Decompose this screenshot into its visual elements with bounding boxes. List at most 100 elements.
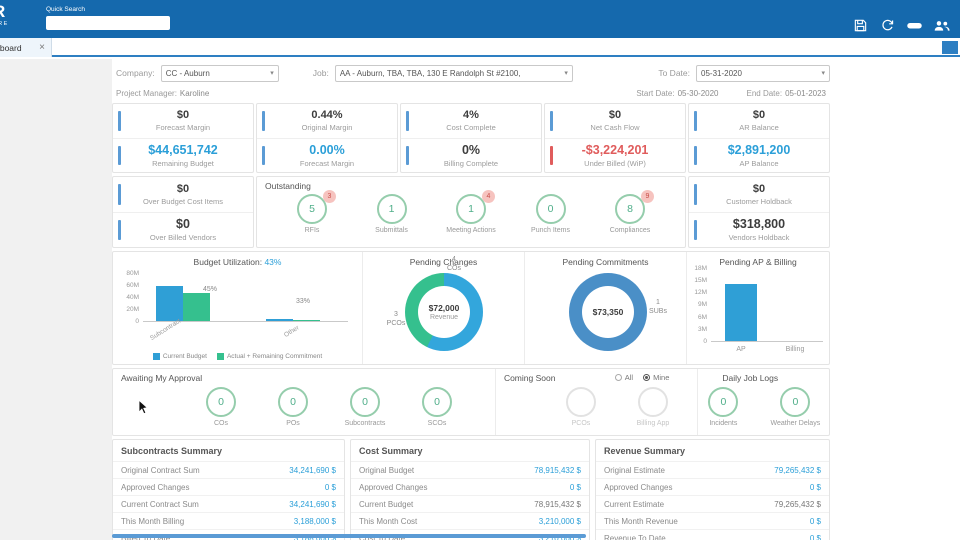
radio-mine[interactable]: Mine — [643, 373, 669, 382]
kpi-value: $44,651,742 — [148, 142, 218, 157]
kpi-metric: $0 AR Balance — [689, 104, 829, 138]
summary-row-value: 78,915,432 $ — [534, 499, 581, 509]
chevron-down-icon: ▾ — [821, 70, 825, 77]
y-tick-label: 0 — [703, 337, 707, 345]
job-label: Job: — [312, 68, 329, 78]
kpi-card-net-cash-flow: $0 Net Cash Flow -$3,224,201 Under Bille… — [544, 103, 686, 173]
stat-circle: 0 — [206, 387, 236, 417]
kpi-card-forecast-margin: $0 Forecast Margin $44,651,742 Remaining… — [112, 103, 254, 173]
stat-label: Compliances — [609, 227, 651, 234]
stat-circle: 5 — [297, 194, 327, 224]
kpi-metric: 0.44% Original Margin — [257, 104, 397, 138]
approvals-row: Awaiting My Approval 0 COs 0 POs 0 Subco… — [112, 368, 830, 436]
accent-bar-icon — [262, 111, 265, 131]
kpi-value: 0.00% — [309, 142, 345, 157]
close-icon[interactable]: × — [39, 42, 45, 53]
scope-radio-group: All Mine — [614, 373, 669, 382]
horizontal-scrollbar-thumb[interactable] — [112, 534, 586, 538]
app-logo: R ARE — [0, 3, 9, 28]
radio-all[interactable]: All — [614, 373, 634, 382]
legend-item: Actual + Remaining Commitment — [216, 353, 322, 360]
stat-subcontracts[interactable]: 0 Subcontracts — [337, 387, 393, 427]
stat-circle: 8 — [615, 194, 645, 224]
pending-changes-donut: $72,000 Revenue — [405, 273, 483, 351]
chart-legend: Current Budget Actual + Remaining Commitm… — [113, 353, 362, 360]
save-icon[interactable] — [852, 18, 869, 33]
daily-job-logs-section: Daily Job Logs 0 Incidents 0 Weather Del… — [697, 369, 829, 435]
over-budget-card: $0 Over Budget Cost Items $0 Over Billed… — [112, 176, 254, 248]
summary-row: Current Contract Sum 34,241,690 $ — [113, 495, 344, 512]
summary-row: This Month Cost 3,210,000 $ — [351, 512, 589, 529]
stat-label: Punch Items — [531, 227, 570, 234]
kpi-value: $0 — [176, 182, 190, 195]
outstanding-card: Outstanding 3 5 RFIs 1 Submittals 4 1 Me… — [256, 176, 686, 248]
logo-subtext: ARE — [0, 21, 9, 27]
stat-billing-app: Billing App — [628, 387, 678, 427]
stat-scos[interactable]: 0 SCOs — [409, 387, 465, 427]
stat-weather-delays[interactable]: 0 Weather Delays — [770, 387, 820, 427]
summary-row: Current Budget 78,915,432 $ — [351, 495, 589, 512]
quick-search-input[interactable] — [46, 16, 170, 30]
outstanding-stat-compliances[interactable]: 9 8 Compliances — [597, 190, 663, 234]
refresh-icon[interactable] — [879, 18, 896, 33]
outstanding-stat-punch-items[interactable]: 0 Punch Items — [518, 194, 584, 234]
stat-pcos: PCOs — [556, 387, 606, 427]
stat-incidents[interactable]: 0 Incidents — [698, 387, 748, 427]
coming-soon-section: Coming Soon All Mine PCOs Billing App — [494, 369, 697, 435]
y-tick-label: 3M — [697, 325, 707, 333]
stat-label: Meeting Actions — [446, 227, 496, 234]
pending-commitments-donut: $73,350 — [569, 273, 647, 351]
donut-segment-label: 4 COs — [447, 256, 461, 273]
donut-segment-label: 1 SUBs — [649, 299, 667, 316]
summary-row-label: Current Budget — [359, 499, 414, 509]
y-tick-label: 20M — [126, 306, 139, 313]
tab-dashboard[interactable]: Dashboard × — [0, 38, 52, 57]
radio-label: Mine — [653, 373, 670, 382]
summary-row-label: Current Estimate — [604, 499, 665, 509]
job-select[interactable]: AA - Auburn, TBA, TBA, 130 E Randolph St… — [334, 64, 573, 82]
section-title: Awaiting My Approval — [121, 373, 203, 383]
accent-bar-icon — [694, 111, 697, 131]
stat-label: RFIs — [304, 227, 320, 234]
to-date-select[interactable]: 05-31-2020 ▾ — [696, 64, 830, 82]
daily-stats: 0 Incidents 0 Weather Delays — [698, 387, 820, 427]
kpi-label: Forecast Margin — [299, 158, 355, 168]
donut-center-value: $72,000 — [428, 303, 460, 313]
users-icon[interactable] — [933, 18, 950, 33]
outstanding-stat-meeting-actions[interactable]: 4 1 Meeting Actions — [438, 190, 504, 234]
company-select[interactable]: CC - Auburn ▾ — [160, 64, 279, 82]
pending-commitments-panel: Pending Commitments $73,350 1 SUBs — [524, 252, 686, 364]
summary-card-subcontracts-summary: Subcontracts Summary Original Contract S… — [112, 439, 345, 540]
outstanding-title: Outstanding — [265, 181, 311, 191]
pill-toggle-icon[interactable] — [906, 18, 923, 33]
outstanding-stat-rfis[interactable]: 3 5 RFIs — [279, 190, 345, 234]
stat-cos[interactable]: 0 COs — [193, 387, 249, 427]
summary-row: Original Budget 78,915,432 $ — [351, 461, 589, 478]
secondary-kpi-row: $0 Over Budget Cost Items $0 Over Billed… — [112, 176, 830, 248]
stat-circle: 0 — [422, 387, 452, 417]
bar-actual-remaining-commitment — [183, 293, 210, 321]
radio-label: All — [624, 373, 634, 382]
logo-text: R — [0, 3, 9, 20]
section-title: Daily Job Logs — [722, 373, 779, 383]
bar-current-budget — [156, 286, 183, 321]
summary-row-value: 78,915,432 $ — [534, 465, 581, 475]
company-label: Company: — [116, 68, 155, 78]
accent-bar-icon — [694, 219, 697, 240]
accent-bar-icon — [406, 145, 409, 165]
tab-scroll-button[interactable] — [942, 41, 958, 54]
kpi-metric: $0 Over Billed Vendors — [113, 211, 253, 248]
quick-search: Quick Search — [46, 6, 170, 30]
outstanding-stat-submittals[interactable]: 1 Submittals — [359, 194, 425, 234]
kpi-label: AP Balance — [739, 158, 779, 168]
budget-utilization-chart: 45% 33% Subcontract Other — [143, 274, 348, 342]
kpi-label: Over Budget Cost Items — [142, 196, 224, 206]
summary-title: Revenue Summary — [604, 446, 686, 456]
stat-pos[interactable]: 0 POs — [265, 387, 321, 427]
kpi-metric: $0 Forecast Margin — [113, 104, 253, 138]
bar-actual-remaining-commitment — [293, 320, 320, 321]
x-tick-label: AP — [736, 346, 746, 353]
y-tick-label: 40M — [126, 294, 139, 301]
chart-title: Pending Changes — [409, 257, 478, 267]
